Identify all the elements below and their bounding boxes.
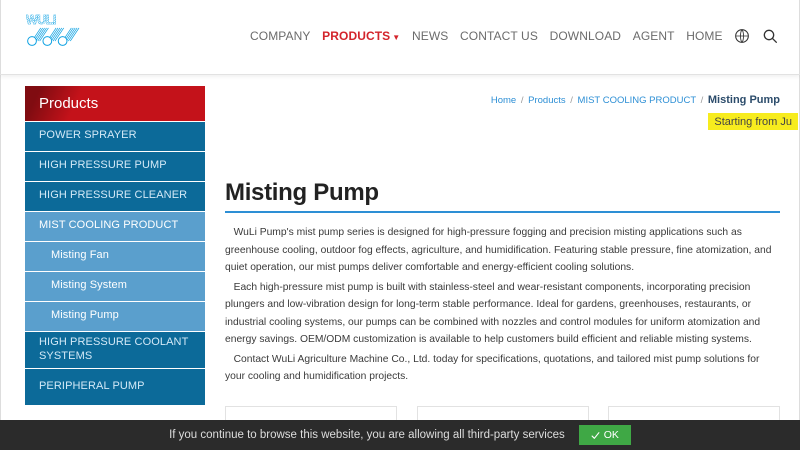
- svg-text:WULI: WULI: [26, 13, 56, 27]
